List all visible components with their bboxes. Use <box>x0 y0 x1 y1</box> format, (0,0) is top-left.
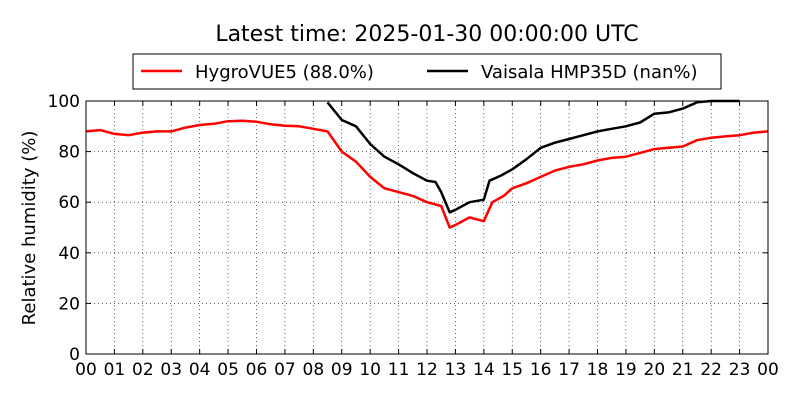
x-tick-label: 02 <box>132 360 154 380</box>
x-tick-label: 07 <box>274 360 296 380</box>
y-tick-label: 100 <box>48 92 80 112</box>
y-tick-label: 20 <box>58 294 80 314</box>
x-tick-label: 00 <box>757 360 779 380</box>
y-tick-labels: 0 20 40 60 80 100 <box>48 92 80 365</box>
x-tick-label: 15 <box>501 360 523 380</box>
legend: HygroVUE5 (88.0%) Vaisala HMP35D (nan%) <box>132 53 722 90</box>
series-line-1 <box>326 99 740 214</box>
x-tick-label: 14 <box>473 360 495 380</box>
x-tick-label: 09 <box>331 360 353 380</box>
x-tick-label: 05 <box>217 360 239 380</box>
x-tick-label: 13 <box>445 360 467 380</box>
y-tick-label: 80 <box>58 143 80 163</box>
x-tick-label: 01 <box>104 360 126 380</box>
x-tick-label: 04 <box>189 360 211 380</box>
x-tick-label: 12 <box>416 360 438 380</box>
x-tick-label: 23 <box>729 360 751 380</box>
y-tick-label: 60 <box>58 193 80 213</box>
x-tick-label: 19 <box>615 360 637 380</box>
y-axis-label: Relative humidity (%) <box>19 131 40 326</box>
legend-label-vaisala: Vaisala HMP35D (nan%) <box>481 62 698 83</box>
series-line-0 <box>85 119 769 229</box>
y-tick-label: 0 <box>69 345 80 365</box>
legend-label-hygrovue5: HygroVUE5 (88.0%) <box>195 62 374 83</box>
ticks <box>85 100 769 355</box>
chart-title: Latest time: 2025-01-30 00:00:00 UTC <box>215 22 638 47</box>
x-tick-label: 06 <box>246 360 268 380</box>
grid <box>85 100 769 355</box>
x-tick-label: 18 <box>587 360 609 380</box>
x-tick-label: 10 <box>359 360 381 380</box>
x-tick-label: 16 <box>530 360 552 380</box>
y-tick-label: 40 <box>58 244 80 264</box>
x-tick-labels: 00 01 02 03 04 05 06 07 08 09 10 11 12 13 14 15 16 17 18 19… <box>75 360 779 380</box>
x-tick-label: 17 <box>558 360 580 380</box>
x-tick-label: 08 <box>303 360 325 380</box>
data-lines <box>85 99 769 229</box>
x-tick-label: 00 <box>75 360 97 380</box>
x-tick-label: 21 <box>672 360 694 380</box>
x-tick-label: 03 <box>160 360 182 380</box>
x-tick-label: 11 <box>388 360 410 380</box>
plot-frame <box>85 100 769 355</box>
x-tick-label: 22 <box>700 360 722 380</box>
x-tick-label: 20 <box>644 360 666 380</box>
